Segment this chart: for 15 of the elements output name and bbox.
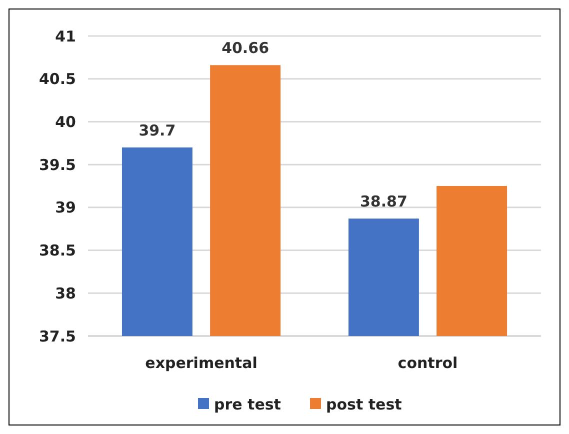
y-tick-label: 40.5 (38, 70, 76, 88)
y-tick-label: 38 (55, 284, 76, 302)
data-label: 38.87 (360, 192, 408, 211)
y-tick-label: 41 (55, 27, 76, 46)
y-tick-label: 39.5 (38, 156, 76, 174)
y-tick-label: 39 (55, 198, 76, 217)
x-tick-label: experimental (145, 354, 258, 372)
data-label: 39.7 (138, 121, 176, 140)
y-tick-label: 40 (55, 112, 76, 131)
x-tick-label: control (398, 354, 458, 372)
data-label: 40.66 (222, 39, 270, 58)
y-tick-label: 38.5 (38, 242, 76, 260)
y-tick-label: 37.5 (38, 327, 76, 346)
legend-label: post test (326, 395, 402, 414)
legend-label: pre test (214, 395, 281, 414)
